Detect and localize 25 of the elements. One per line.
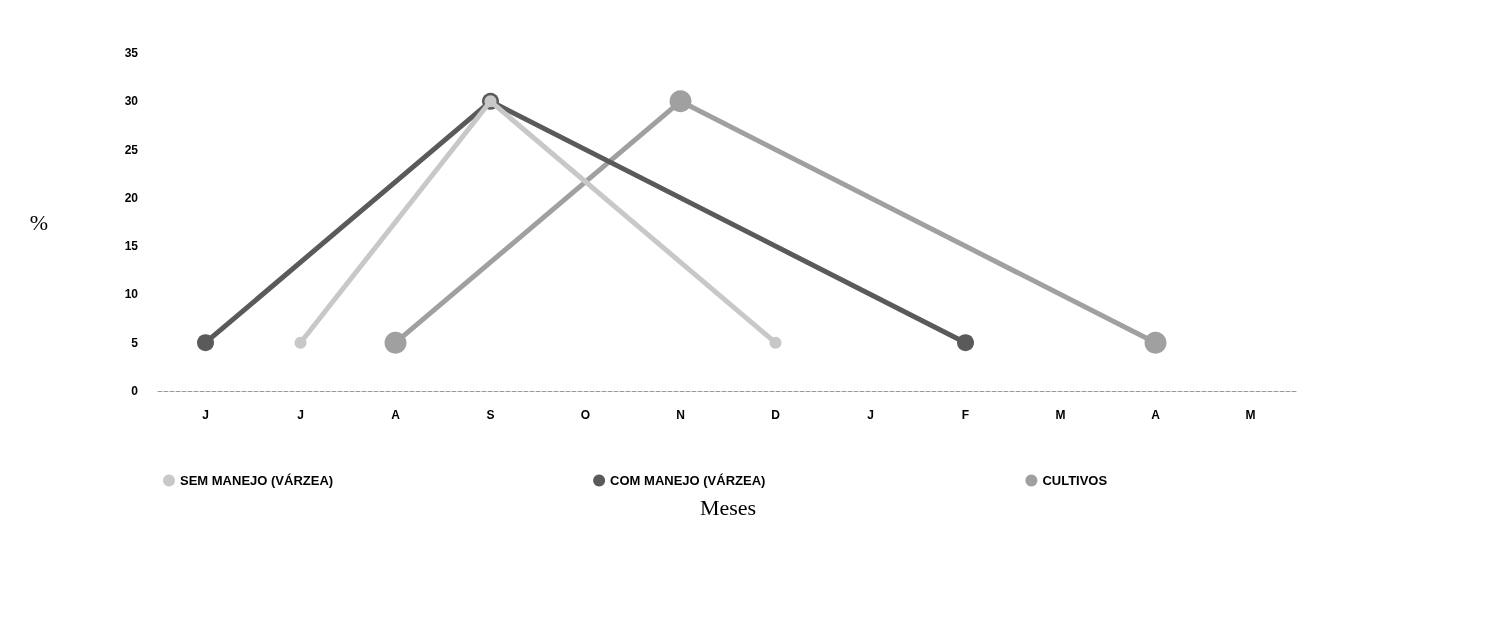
x-tick-label: M — [1055, 408, 1066, 422]
x-tick-label: N — [676, 408, 685, 422]
y-tick-label: 30 — [124, 94, 139, 109]
x-tick-label: D — [771, 408, 781, 422]
x-tick-label: A — [391, 408, 401, 422]
y-axis-title: % — [29, 209, 48, 235]
x-tick-label: F — [961, 408, 970, 422]
x-tick-label: J — [297, 408, 304, 422]
x-tick-label: M — [1245, 408, 1256, 422]
x-tick-label: A — [1151, 408, 1161, 422]
legend-label: SEM MANEJO (VÁRZEA) — [180, 473, 334, 488]
y-tick-label: 20 — [124, 190, 139, 205]
x-tick-label: O — [580, 408, 591, 422]
legend-label: COM MANEJO (VÁRZEA) — [610, 473, 766, 488]
x-axis-title: Meses — [699, 494, 757, 520]
x-tick-label: S — [486, 408, 495, 422]
y-tick-label: 5 — [131, 335, 139, 350]
y-tick-label: 15 — [124, 239, 139, 254]
legend-label: CULTIVOS — [1042, 473, 1108, 488]
x-tick-label: J — [202, 408, 209, 422]
y-tick-label: 0 — [131, 384, 139, 398]
y-tick-label: 25 — [124, 142, 139, 157]
x-tick-label: J — [867, 408, 874, 422]
y-tick-label: 10 — [124, 287, 139, 302]
y-tick-label: 35 — [124, 46, 139, 60]
